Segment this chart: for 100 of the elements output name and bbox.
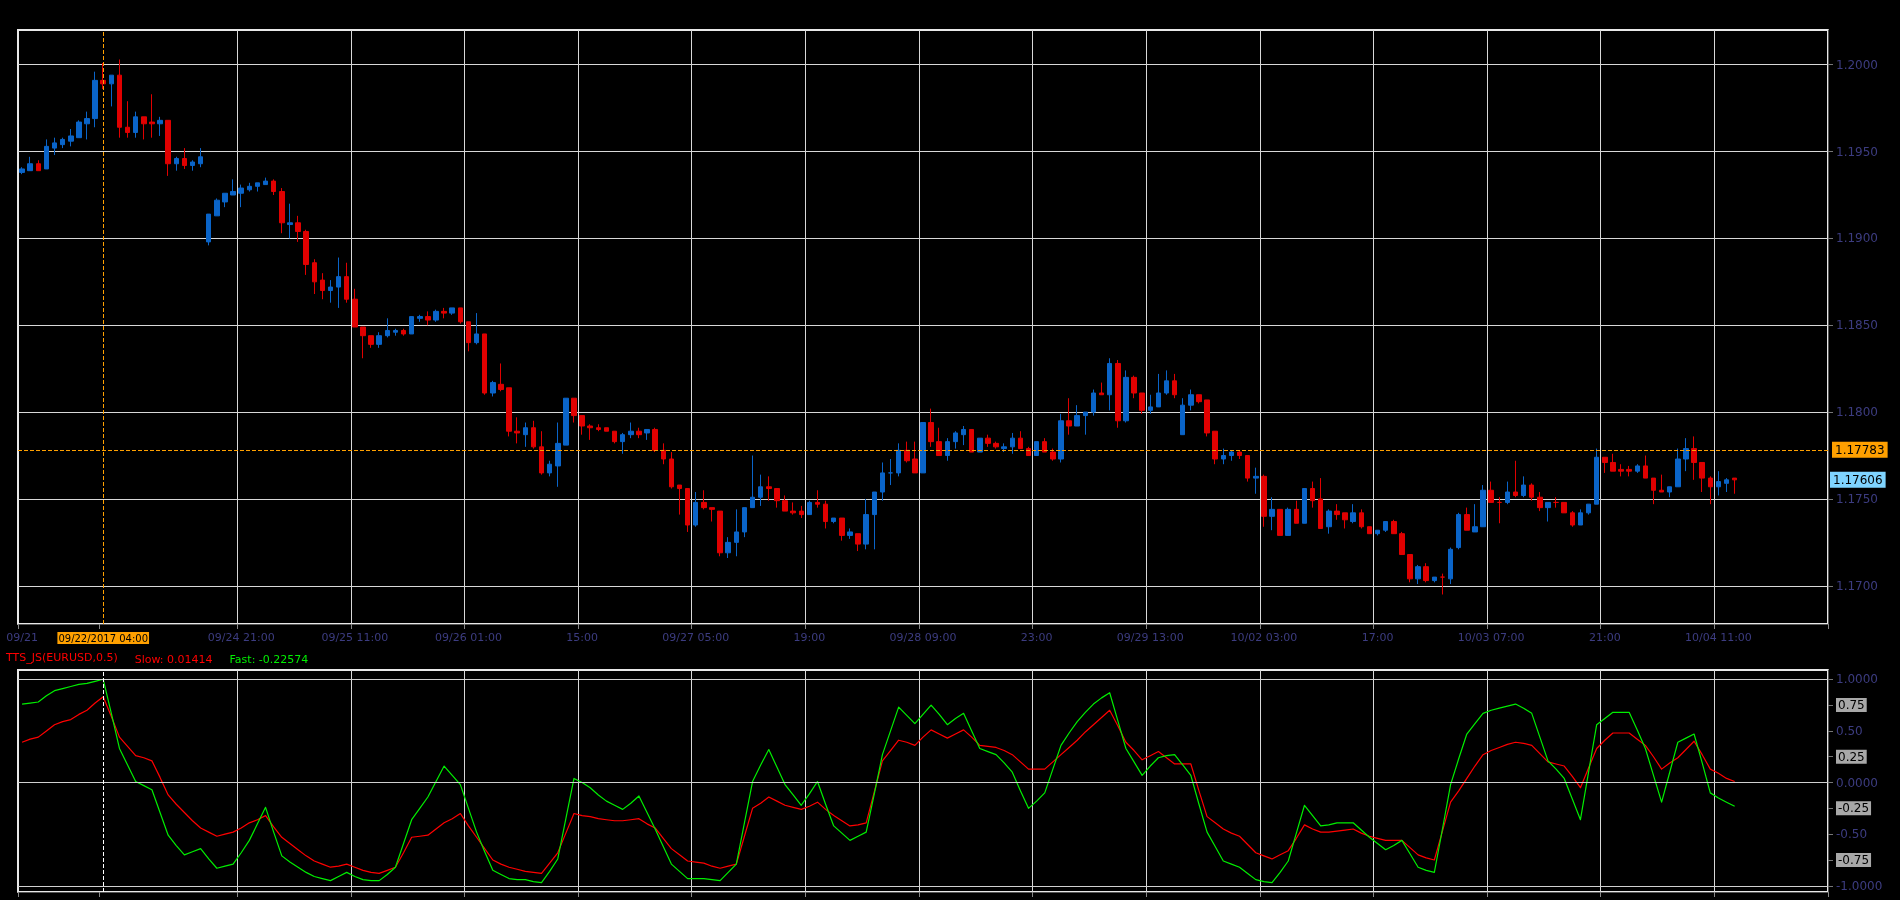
candlestick [693,491,698,528]
chart-title: TTS_JS(EURUSD,0.5) [5,651,118,664]
candlestick [612,430,617,444]
candlestick [303,229,309,276]
candlestick [799,505,804,519]
candlestick [661,442,666,465]
candlestick [1050,448,1056,462]
y-tick-label: -1.0000 [1836,878,1883,893]
candlestick [1285,507,1291,536]
candlestick [271,178,276,196]
candlestick [1399,531,1405,556]
candlestick [1440,573,1445,595]
candlestick [571,397,577,424]
candlestick [945,437,950,462]
candlestick [506,387,512,437]
candlestick [1074,404,1080,427]
candlestick [409,316,414,335]
candlestick [222,192,228,208]
candlestick [1066,397,1072,436]
candlestick [1294,500,1299,524]
candlestick [1383,521,1388,533]
x-tick-label: 09/21 [6,631,38,644]
candlestick [238,184,244,208]
y-tick-label: -0.25 [1838,801,1870,816]
candlestick [109,74,114,107]
x-tick-label: 09/28 09:00 [889,631,957,644]
candlestick [1018,430,1023,450]
candlestick [872,491,877,550]
candlestick [312,258,317,295]
candlestick [1586,503,1591,516]
candlestick [157,116,163,137]
candlestick [1229,449,1234,462]
candlestick [84,111,90,140]
candlestick [68,128,74,147]
candlestick [206,213,211,246]
candlestick [1359,508,1364,529]
candlestick [628,422,634,439]
text: 1.17606 [1833,472,1883,487]
candlestick [1529,482,1534,502]
candlestick [165,119,171,177]
candlestick [896,442,901,477]
candlestick [182,147,187,170]
candlestick [1342,512,1348,529]
candlestick [1651,477,1656,505]
candlestick [1269,496,1275,531]
x-tick-label: 10/03 07:00 [1457,631,1525,644]
candlestick [1367,526,1372,535]
candlestick [344,262,349,304]
candlestick [385,317,390,338]
candlestick [198,147,203,168]
candlestick [539,430,544,476]
candlestick [368,335,374,349]
candlestick [1415,564,1421,585]
candlestick [604,427,609,432]
candlestick [1245,455,1250,483]
candlestick [149,93,155,139]
candlestick [1091,389,1096,417]
candlestick [1513,460,1518,498]
y-tick-label: 1.0000 [1836,672,1878,687]
candlestick [807,500,812,516]
x-tick-label: 10/02 03:00 [1230,631,1298,644]
candlestick [27,156,33,172]
candlestick [255,182,260,193]
candlestick [839,517,845,542]
y-tick-label: 0.75 [1838,698,1865,713]
candlestick [985,434,991,448]
candlestick [44,138,49,170]
x-tick-label: 09/29 13:00 [1116,631,1184,644]
candlestick [92,71,98,128]
candlestick [1521,475,1526,498]
candlestick [1561,501,1567,514]
candlestick [831,517,836,524]
candlestick [1148,394,1153,415]
candlestick [1253,467,1259,495]
candlestick [758,474,763,507]
candlestick [482,333,487,396]
candlestick [1172,373,1177,399]
candlestick [19,166,25,175]
candlestick [174,156,179,172]
candlestick [1221,448,1226,465]
candlestick [685,488,690,533]
candlestick [498,362,504,392]
candlestick [669,451,674,490]
candlestick [1724,477,1729,493]
candlestick [1212,430,1218,465]
candlestick [1570,510,1575,528]
candlestick [1156,373,1161,408]
candlestick [376,331,382,349]
candlestick [60,137,65,149]
candlestick [190,159,195,172]
candlestick [1042,437,1047,453]
candlestick [961,425,966,446]
candlestick [823,500,828,529]
candlestick [1594,448,1599,505]
candlestick [295,215,301,243]
candlestick [1732,477,1737,495]
candlestick [1237,449,1242,460]
candlestick [1107,357,1112,411]
candlestick [1505,481,1510,505]
candlestick [1302,488,1307,524]
